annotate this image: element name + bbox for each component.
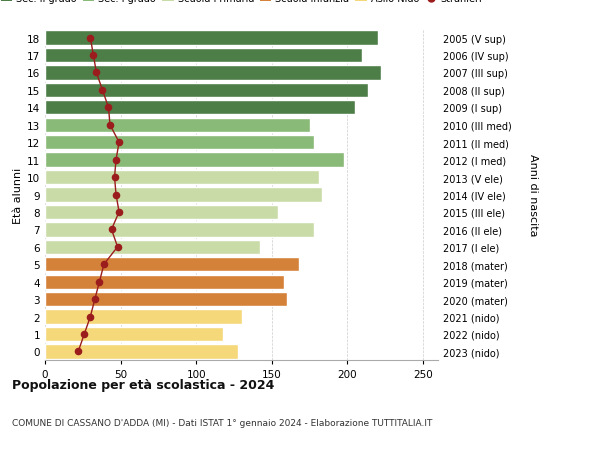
Bar (45, 257, 299, 272)
Point (73, 348, 83, 355)
Point (104, 105, 113, 112)
Point (110, 174, 119, 181)
Bar (45, 31, 377, 45)
Point (89, 52, 98, 60)
Bar (45, 188, 322, 202)
Bar (45, 49, 362, 63)
Bar (45, 345, 238, 359)
Bar (45, 205, 278, 219)
Point (86, 313, 95, 320)
Bar (45, 275, 284, 289)
Bar (45, 84, 368, 98)
Y-axis label: Età alunni: Età alunni (13, 167, 23, 223)
Point (92, 70, 101, 77)
Point (114, 139, 124, 146)
Point (111, 191, 121, 199)
Bar (45, 292, 287, 307)
Bar (45, 223, 314, 237)
Bar (45, 153, 344, 168)
Bar (45, 240, 260, 254)
Point (98, 87, 107, 95)
Point (113, 244, 122, 251)
Point (95, 278, 104, 285)
Point (80, 330, 89, 338)
Text: COMUNE DI CASSANO D'ADDA (MI) - Dati ISTAT 1° gennaio 2024 - Elaborazione TUTTIT: COMUNE DI CASSANO D'ADDA (MI) - Dati IST… (12, 418, 433, 427)
Point (107, 226, 116, 234)
Bar (45, 136, 314, 150)
Point (90, 296, 100, 303)
Text: Popolazione per età scolastica - 2024: Popolazione per età scolastica - 2024 (12, 379, 274, 392)
Bar (45, 66, 380, 80)
Bar (45, 101, 355, 115)
Bar (45, 310, 242, 324)
Bar (45, 327, 223, 341)
Point (111, 157, 121, 164)
Point (114, 209, 124, 216)
Point (86, 35, 95, 42)
Y-axis label: Anni di nascita: Anni di nascita (528, 154, 538, 236)
Bar (45, 118, 310, 133)
Legend: Sec. II grado, Sec. I grado, Scuola Primaria, Scuola Infanzia, Asilo Nido, Stran: Sec. II grado, Sec. I grado, Scuola Prim… (0, 0, 486, 8)
Point (99, 261, 109, 269)
Bar (45, 171, 319, 185)
Point (105, 122, 115, 129)
